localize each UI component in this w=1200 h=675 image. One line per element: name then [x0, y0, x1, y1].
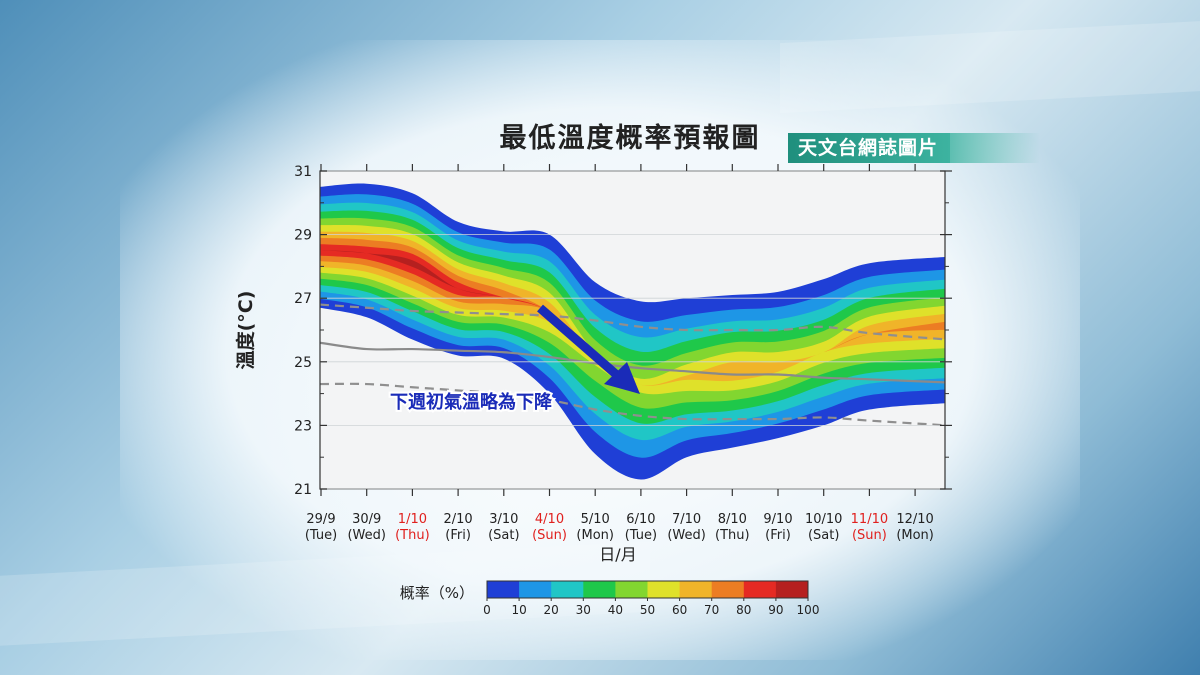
- x-weekday-label: (Tue): [625, 528, 657, 543]
- x-date-label: 4/10: [535, 512, 564, 527]
- colorbar-tick-label: 30: [576, 603, 591, 617]
- x-date-label: 10/10: [805, 512, 842, 527]
- colorbar-swatch-30: [583, 581, 616, 598]
- colorbar-swatch-0: [487, 581, 520, 598]
- x-weekday-label: (Fri): [765, 528, 791, 543]
- source-badge: 天文台網誌圖片: [788, 133, 1040, 163]
- colorbar-swatch-10: [519, 581, 552, 598]
- colorbar-swatch-40: [615, 581, 648, 598]
- x-date-label: 30/9: [352, 512, 381, 527]
- trend-arrow: [537, 304, 640, 394]
- x-weekday-label: (Mon): [576, 528, 614, 543]
- x-weekday-label: (Sun): [852, 528, 887, 543]
- x-weekday-label: (Fri): [445, 528, 471, 543]
- x-date-label: 3/10: [489, 512, 518, 527]
- y-tick-label: 25: [294, 355, 312, 371]
- y-tick-label: 27: [294, 291, 312, 307]
- colorbar-tick-label: 10: [511, 603, 526, 617]
- colorbar-swatch-50: [647, 581, 681, 598]
- x-weekday-label: (Sat): [488, 528, 519, 543]
- reference-line-1: [320, 341, 945, 384]
- y-tick-label: 23: [294, 418, 312, 434]
- colorbar-tick-label: 60: [672, 603, 687, 617]
- x-weekday-label: (Sun): [532, 528, 567, 543]
- colorbar-tick-label: 90: [768, 603, 783, 617]
- x-weekday-label: (Mon): [896, 528, 934, 543]
- x-date-label: 12/10: [896, 512, 933, 527]
- probability-band-80: [320, 244, 945, 385]
- x-date-label: 9/10: [763, 512, 792, 527]
- chart-title: 最低溫度概率預報圖: [499, 123, 761, 154]
- y-tick-label: 31: [294, 164, 312, 180]
- x-weekday-label: (Thu): [715, 528, 750, 543]
- x-date-label: 11/10: [851, 512, 888, 527]
- x-date-label: 8/10: [718, 512, 747, 527]
- x-date-label: 7/10: [672, 512, 701, 527]
- x-weekday-label: (Wed): [667, 528, 706, 543]
- colorbar-label: 概率（%）: [400, 584, 474, 602]
- y-tick-label: 29: [294, 228, 312, 244]
- colorbar-swatch-70: [711, 581, 745, 598]
- x-date-label: 5/10: [581, 512, 610, 527]
- colorbar-swatch-20: [551, 581, 584, 598]
- colorbar-swatch-60: [679, 581, 713, 598]
- colorbar-tick-label: 80: [736, 603, 751, 617]
- trend-annotation: 下週初氣溫略為下降: [390, 391, 553, 413]
- colorbar-tick-label: 40: [608, 603, 623, 617]
- colorbar-tick-label: 20: [544, 603, 559, 617]
- colorbar-tick-label: 70: [704, 603, 719, 617]
- x-date-label: 29/9: [306, 512, 335, 527]
- y-axis-label: 溫度(°C): [234, 291, 257, 370]
- x-weekday-label: (Wed): [347, 528, 386, 543]
- reference-line-2: [320, 382, 945, 427]
- colorbar-swatch-90: [775, 581, 809, 598]
- y-tick-label: 21: [294, 482, 312, 498]
- x-weekday-label: (Sat): [808, 528, 839, 543]
- x-axis-label: 日/月: [599, 545, 636, 564]
- colorbar-tick-label: 100: [797, 603, 820, 617]
- probability-band-50: [320, 224, 945, 395]
- reference-line-0: [320, 303, 945, 341]
- x-weekday-label: (Tue): [305, 528, 337, 543]
- colorbar-tick-label: 0: [483, 603, 491, 617]
- x-weekday-label: (Thu): [395, 528, 430, 543]
- colorbar-tick-label: 50: [640, 603, 655, 617]
- x-date-label: 2/10: [443, 512, 472, 527]
- x-date-label: 6/10: [626, 512, 655, 527]
- colorbar-swatch-80: [743, 581, 777, 598]
- x-date-label: 1/10: [398, 512, 427, 527]
